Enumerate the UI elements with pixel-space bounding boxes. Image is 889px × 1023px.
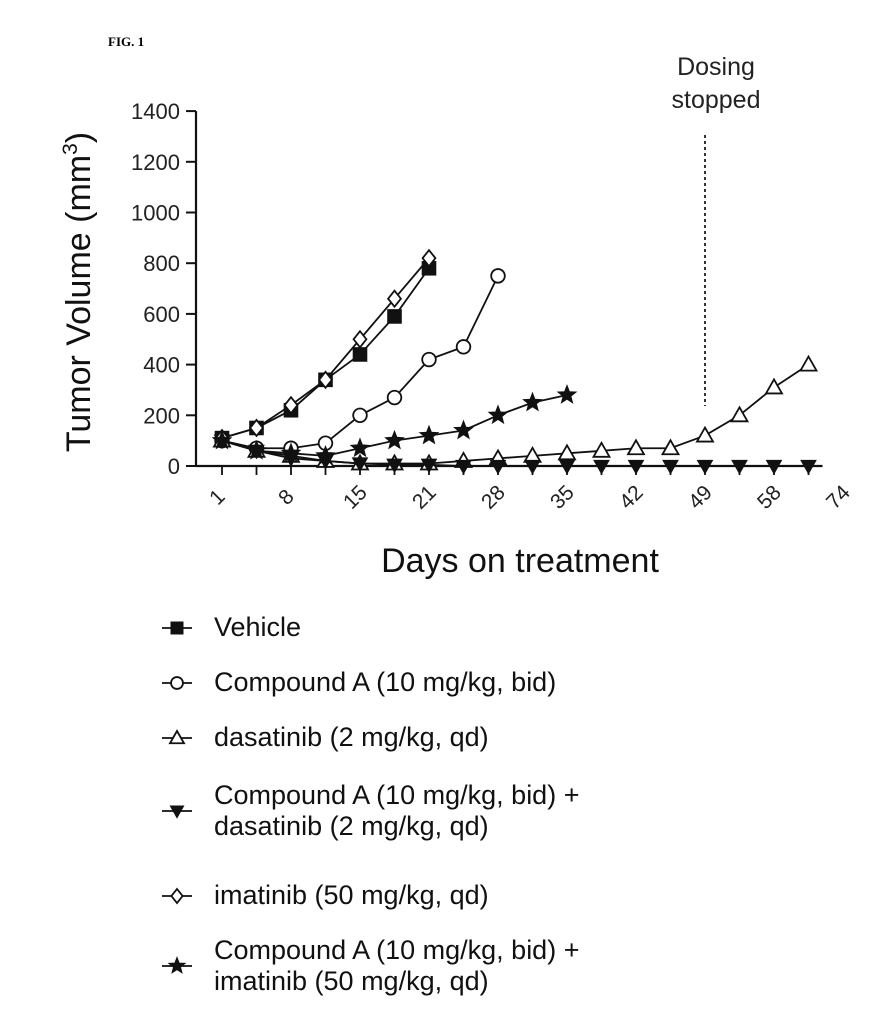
- x-tick-label: 74: [822, 481, 855, 514]
- y-tick-label: 0: [168, 454, 180, 479]
- x-tick-label: 35: [546, 481, 579, 514]
- legend-swatch: [160, 880, 204, 911]
- data-point: [663, 440, 679, 454]
- legend-label: Compound A (10 mg/kg, bid) + imatinib (5…: [214, 935, 579, 997]
- legend-label: imatinib (50 mg/kg, qd): [214, 880, 489, 911]
- legend-item: Compound A (10 mg/kg, bid) + dasatinib (…: [160, 780, 579, 842]
- y-tick-label: 800: [143, 251, 180, 276]
- x-tick-label: 49: [684, 481, 717, 514]
- legend-label: Compound A (10 mg/kg, bid) + dasatinib (…: [214, 780, 579, 842]
- legend-swatch: [160, 795, 204, 826]
- legend-swatch: [160, 722, 204, 753]
- x-tick-label: 58: [753, 481, 786, 514]
- legend-item: imatinib (50 mg/kg, qd): [160, 880, 489, 911]
- y-axis-label-main: Tumor Volume (mm: [60, 155, 98, 452]
- y-tick-label: 200: [143, 403, 180, 428]
- data-point: [456, 422, 472, 437]
- data-point: [732, 407, 748, 421]
- data-point: [525, 394, 541, 409]
- legend-swatch-marker: [171, 677, 183, 689]
- x-tick-label: 8: [274, 485, 299, 510]
- series-4: [216, 250, 436, 446]
- legend-swatch: [160, 612, 204, 643]
- line-chart: 0 200 400 600 800 1000 1200 1400 1 8 15 21 28 35 42 49…: [0, 0, 889, 600]
- legend-label: Compound A (10 mg/kg, bid): [214, 667, 556, 698]
- data-point: [697, 428, 713, 442]
- data-point: [388, 310, 401, 323]
- y-tick-label: 400: [143, 353, 180, 378]
- legend-item: Compound A (10 mg/kg, bid) + imatinib (5…: [160, 935, 579, 997]
- x-tick-label: 21: [408, 481, 441, 514]
- data-point: [766, 379, 782, 393]
- x-tick-label: 1: [205, 485, 230, 510]
- dosing-stopped-annotation: Dosing stopped: [672, 53, 761, 406]
- data-point: [352, 440, 368, 455]
- series-layer: [214, 250, 817, 473]
- legend-label: dasatinib (2 mg/kg, qd): [214, 722, 489, 753]
- data-point: [353, 409, 367, 423]
- data-point: [491, 269, 505, 283]
- legend-swatch: [160, 950, 204, 981]
- legend-swatch-marker: [171, 622, 182, 633]
- data-point: [801, 357, 817, 371]
- data-point: [422, 353, 436, 367]
- data-point: [628, 440, 644, 454]
- annotation-text-line2: stopped: [672, 86, 761, 114]
- series-line: [222, 365, 809, 464]
- x-tick-label: 42: [615, 481, 648, 514]
- x-axis: 1 8 15 21 28 35 42 49 58 74: [196, 466, 855, 514]
- y-axis-label: Tumor Volume (mm3): [59, 132, 98, 452]
- data-point: [559, 387, 575, 402]
- series-2: [214, 357, 817, 470]
- data-point: [490, 407, 506, 422]
- legend-swatch: [160, 667, 204, 698]
- series-line: [222, 258, 429, 438]
- data-point: [388, 391, 402, 405]
- y-tick-label: 1000: [131, 201, 180, 226]
- series-line: [222, 441, 809, 466]
- y-axis-label-sup: 3: [59, 143, 82, 155]
- annotation-text-line1: Dosing: [677, 53, 755, 81]
- data-point: [387, 432, 403, 447]
- y-axis: 0 200 400 600 800 1000 1200 1400: [131, 99, 196, 479]
- x-axis-label: Days on treatment: [381, 542, 659, 580]
- data-point: [421, 427, 437, 442]
- y-tick-label: 600: [143, 302, 180, 327]
- legend-item: dasatinib (2 mg/kg, qd): [160, 722, 489, 753]
- data-point: [457, 340, 471, 354]
- legend-swatch-marker: [170, 959, 184, 972]
- y-tick-label: 1200: [131, 150, 180, 175]
- legend-item: Vehicle: [160, 612, 301, 643]
- x-tick-label: 28: [477, 481, 510, 514]
- x-tick-label: 15: [339, 481, 372, 514]
- y-tick-label: 1400: [131, 99, 180, 124]
- legend-swatch-marker: [171, 889, 182, 903]
- y-axis-label-close: ): [60, 132, 98, 143]
- legend-item: Compound A (10 mg/kg, bid): [160, 667, 556, 698]
- data-point: [354, 348, 367, 361]
- legend-label: Vehicle: [214, 612, 301, 643]
